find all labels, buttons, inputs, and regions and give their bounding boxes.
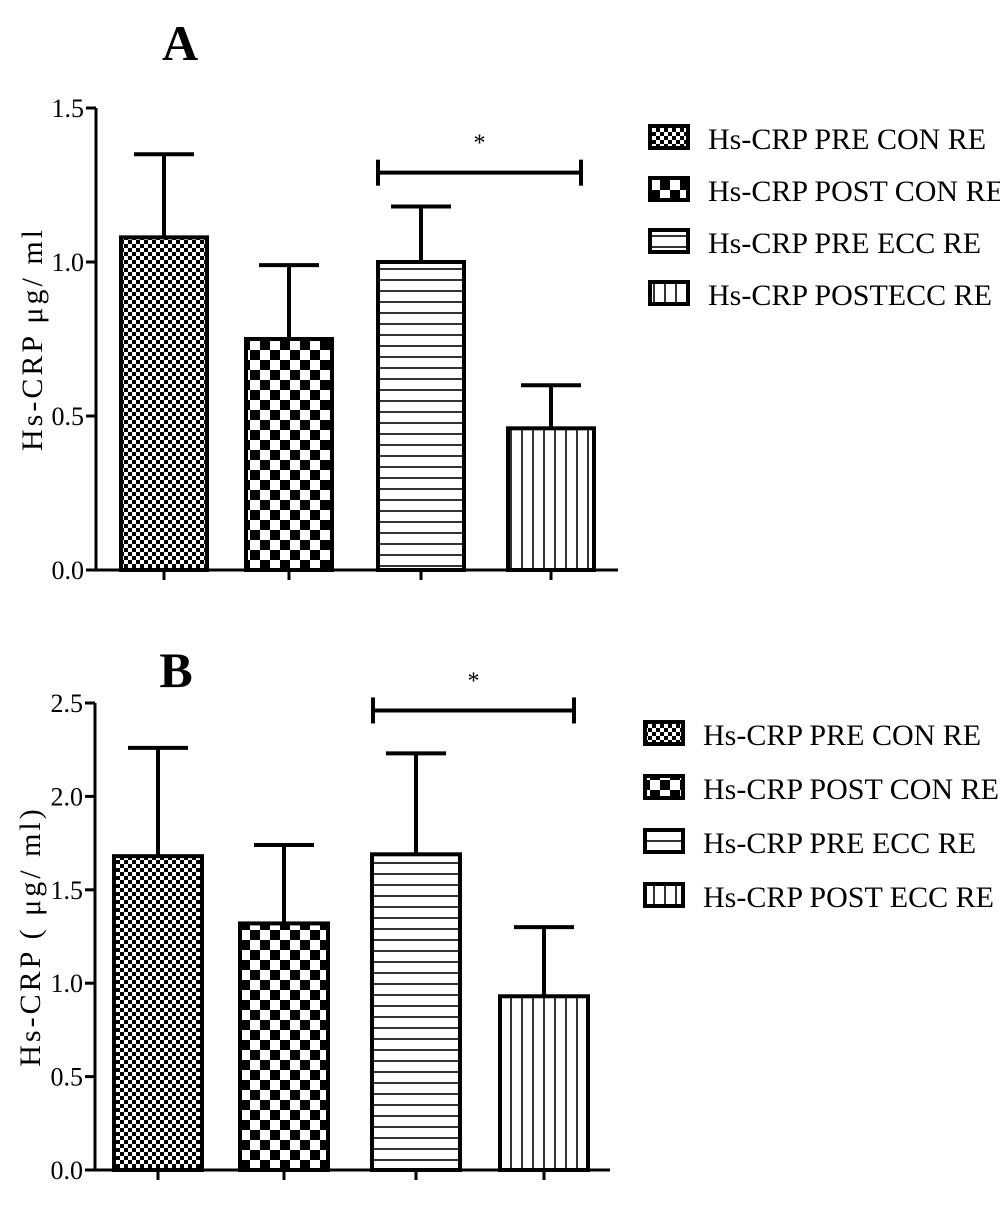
panel0-legend-swatch: [648, 228, 690, 254]
panel1-bar-2: [238, 921, 330, 1173]
panel1-legend-label: Hs-CRP POST CON RE: [703, 773, 999, 806]
panel1-legend-label: Hs-CRP POST ECC RE: [703, 881, 994, 914]
chart-panel-b: B Hs-CRP ( μg/ ml) 0.0 0.5 1.0 1.5 2.0 2.5 * Hs-C…: [14, 642, 999, 1185]
panel0-legend-label: Hs-CRP POST CON RE: [708, 175, 1000, 208]
panel1-label: B: [159, 642, 192, 698]
panel1-y-tick-label: 0.5: [51, 1063, 84, 1092]
panel0-y-tick-label: 1.0: [52, 248, 85, 277]
panel1-y-tick-label: 0.0: [51, 1156, 84, 1185]
panel1-legend-swatch: [643, 882, 685, 908]
panel1-y-tick-label: 1.0: [51, 969, 84, 998]
panel1-bar-4: [498, 994, 590, 1172]
panel0-legend-label: Hs-CRP PRE CON RE: [708, 123, 986, 156]
panel1-y-tick-label: 2.5: [51, 689, 84, 718]
panel1-legend-label: Hs-CRP PRE CON RE: [703, 719, 981, 752]
panel1-legend-swatch: [643, 720, 685, 746]
panel1-y-axis-title: Hs-CRP ( μg/ ml): [14, 806, 47, 1067]
panel0-legend-swatch: [648, 280, 690, 306]
panel0-y-tick-label: 0.0: [52, 556, 85, 585]
panel0-bar-2: [244, 337, 334, 572]
panel1-significance-label: *: [468, 668, 480, 694]
panel1-legend-swatch: [643, 828, 685, 854]
panel0-legend-label: Hs-CRP POSTECC RE: [708, 279, 992, 312]
panel0-y-axis-title: Hs-CRP μg/ ml: [16, 227, 49, 451]
panel0-y-tick-label: 0.5: [52, 402, 85, 431]
panel0-bar-3: [376, 260, 466, 572]
panel1-bar-1: [112, 854, 204, 1173]
panel0-bar-1: [119, 235, 209, 573]
panel0-bar-4: [506, 426, 596, 572]
panel0-label: A: [162, 15, 198, 71]
panel1-y-tick-label: 1.5: [51, 876, 84, 905]
panel0-legend-swatch: [648, 124, 690, 150]
panel0-y-tick-label: 1.5: [52, 94, 85, 123]
panel1-bar-3: [370, 852, 462, 1172]
panel1-y-tick-label: 2.0: [51, 782, 84, 811]
panel0-significance-label: *: [474, 131, 486, 157]
panel1-legend-label: Hs-CRP PRE ECC RE: [703, 827, 976, 860]
panel1-legend-swatch: [643, 774, 685, 800]
chart-panel-a: A Hs-CRP μg/ ml 0.0 0.5 1.0 1.5 * Hs-CRP PRE CO…: [16, 15, 1000, 585]
panel0-legend-swatch: [648, 176, 690, 202]
panel0-legend-label: Hs-CRP PRE ECC RE: [708, 227, 981, 260]
